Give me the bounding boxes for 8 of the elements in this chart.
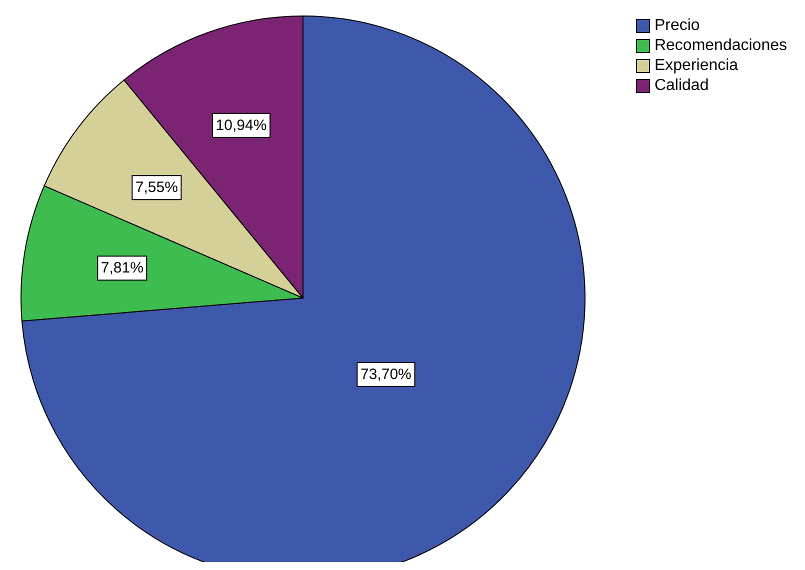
data-label: 7,55% — [135, 179, 178, 196]
legend-label: Experiencia — [654, 56, 738, 76]
legend-label: Recomendaciones — [654, 36, 787, 56]
data-label: 10,94% — [216, 116, 267, 134]
data-label: 73,70% — [360, 366, 412, 383]
data-label: 7,81% — [100, 260, 144, 277]
legend-label: Calidad — [654, 76, 709, 96]
legend-label: Precio — [654, 16, 700, 36]
